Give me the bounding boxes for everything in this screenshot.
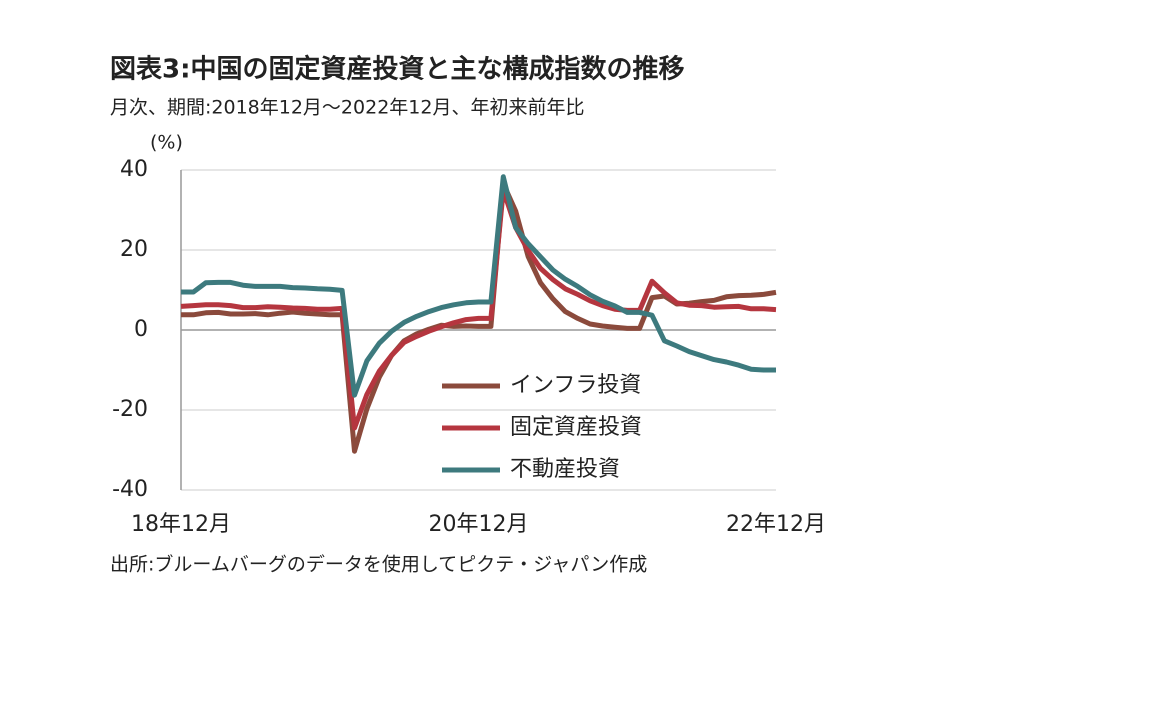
y-tick-label: 40 xyxy=(120,157,148,182)
x-tick-label: 20年12月 xyxy=(429,512,529,537)
legend-label: 不動産投資 xyxy=(510,457,620,482)
y-tick-label: 20 xyxy=(120,237,148,262)
chart-subtitle: 月次、期間:2018年12月～2022年12月、年初来前年比 xyxy=(110,97,584,119)
source-note: 出所:ブルームバーグのデータを使用してピクテ・ジャパン作成 xyxy=(110,553,647,576)
chart-title: 図表3:中国の固定資産投資と主な構成指数の推移 xyxy=(110,54,685,85)
y-tick-label: -20 xyxy=(112,397,148,422)
series-line xyxy=(181,174,776,398)
legend-label: インフラ投資 xyxy=(510,373,641,398)
y-tick-label: -40 xyxy=(112,477,148,502)
series-line xyxy=(180,187,777,431)
y-tick-label: 0 xyxy=(134,317,148,342)
x-tick-label: 18年12月 xyxy=(131,512,231,537)
legend-label: 固定資産投資 xyxy=(510,415,642,440)
y-axis-label: (%) xyxy=(150,132,183,154)
x-tick-label: 22年12月 xyxy=(726,512,826,537)
